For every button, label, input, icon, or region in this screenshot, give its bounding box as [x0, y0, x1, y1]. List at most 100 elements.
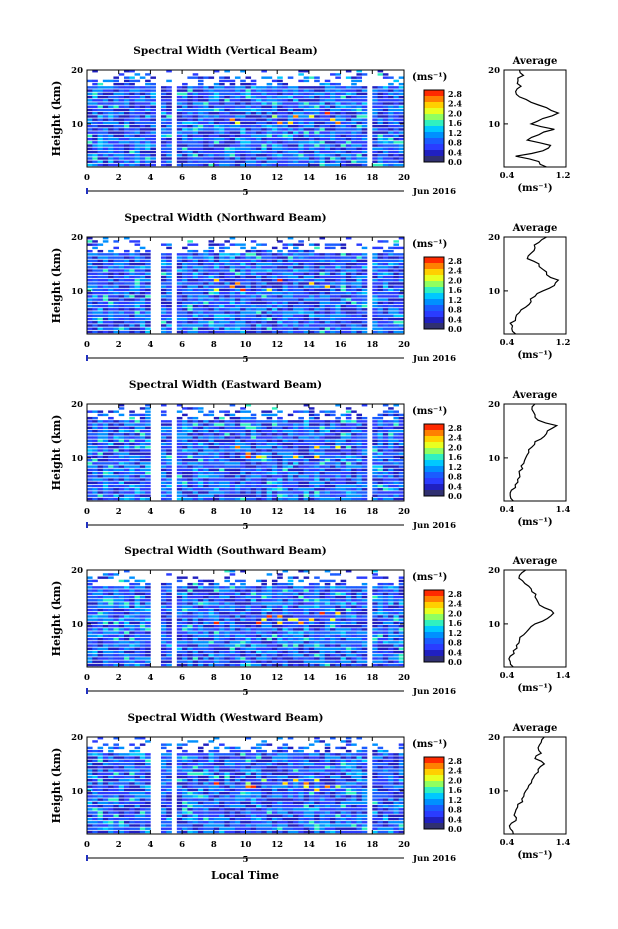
heatmap-cell: [271, 465, 278, 468]
heatmap-cells: [87, 570, 405, 667]
heatmap-cell: [118, 112, 125, 115]
heatmap-cell: [197, 121, 204, 125]
heatmap-cell: [345, 654, 352, 657]
heatmap-cell: [182, 663, 188, 667]
heatmap-cell: [340, 458, 347, 462]
heatmap-cell: [219, 491, 225, 494]
heatmap-cell: [192, 497, 199, 501]
heatmap-cell: [351, 423, 357, 426]
heatmap-cell: [261, 654, 267, 657]
heatmap-cell: [271, 468, 278, 472]
heatmap-cell: [219, 478, 225, 481]
heatmap-cell: [335, 426, 341, 430]
heatmap-cell: [361, 327, 368, 330]
heatmap-cell: [229, 468, 236, 472]
heatmap-cell: [176, 262, 183, 266]
heatmap-cell: [382, 285, 389, 288]
average-x-tick-label: 1.2: [556, 338, 571, 348]
day-label: 5: [243, 188, 249, 198]
heatmap-cell: [345, 118, 352, 121]
heatmap-cell: [398, 462, 405, 465]
heatmap-cell: [377, 279, 384, 282]
heatmap-cell: [139, 458, 146, 462]
heatmap-cell: [277, 663, 283, 667]
heatmap-cell: [340, 256, 347, 259]
heatmap-cell: [176, 436, 183, 439]
heatmap-cell: [187, 259, 193, 263]
heatmap-cell: [192, 141, 199, 144]
heatmap-cell: [160, 92, 167, 96]
heatmap-cell: [197, 79, 204, 83]
heatmap-cell: [108, 249, 114, 253]
heatmap-cell: [87, 317, 93, 321]
heatmap-cell: [123, 484, 130, 488]
heatmap-cell: [377, 86, 384, 89]
heatmap-cell: [118, 484, 125, 488]
heatmap-cell: [314, 471, 320, 475]
heatmap-cell: [245, 327, 252, 330]
heatmap-cell: [393, 291, 400, 295]
heatmap-cell: [324, 494, 331, 497]
heatmap-cell: [197, 86, 204, 89]
heatmap-cell: [266, 108, 273, 112]
heatmap-cell: [256, 657, 262, 660]
heatmap-cell: [372, 144, 378, 147]
heatmap-cell: [102, 79, 109, 83]
heatmap-cell: [208, 275, 215, 279]
heatmap-cell: [356, 92, 363, 96]
heatmap-cell: [145, 433, 151, 436]
heatmap-cell: [324, 288, 331, 292]
heatmap-cell: [340, 497, 347, 501]
heatmap-cell: [398, 423, 405, 426]
heatmap-cell: [97, 657, 104, 660]
heatmap-cell: [314, 321, 320, 324]
heatmap-cell: [145, 92, 151, 96]
heatmap-cell: [319, 654, 326, 657]
heatmap-cell: [87, 468, 93, 472]
heatmap-cell: [139, 131, 146, 134]
heatmap-cell: [234, 660, 241, 663]
heatmap-cell: [361, 128, 368, 131]
heatmap-cell: [160, 121, 167, 125]
heatmap-cell: [182, 99, 188, 102]
heatmap-cell: [229, 118, 236, 121]
heatmap-cell: [314, 95, 320, 99]
heatmap-cell: [192, 118, 199, 121]
heatmap-cell: [330, 452, 336, 455]
heatmap-cell: [271, 134, 278, 138]
heatmap-cell: [324, 272, 331, 275]
heatmap-cell: [134, 497, 141, 501]
heatmap-cell: [203, 95, 209, 99]
heatmap-cell: [303, 446, 310, 449]
heatmap-cell: [92, 141, 98, 144]
heatmap-cell: [250, 330, 257, 334]
heatmap-cell: [129, 150, 135, 154]
heatmap-cell: [187, 298, 193, 301]
heatmap-cell: [92, 657, 98, 660]
heatmap-cell: [203, 458, 209, 462]
heatmap-cell: [340, 95, 347, 99]
heatmap-cell: [213, 654, 220, 657]
heatmap-cell: [356, 95, 363, 99]
heatmap-cell: [324, 92, 331, 96]
heatmap-cell: [298, 124, 304, 128]
heatmap-cell: [335, 144, 341, 147]
heatmap-cell: [208, 308, 215, 311]
heatmap-cell: [160, 259, 167, 263]
heatmap-cell: [87, 327, 93, 330]
heatmap-cell: [271, 455, 278, 459]
heatmap-cell: [192, 95, 199, 99]
heatmap-cell: [256, 452, 262, 455]
colorbar-swatch: [424, 90, 444, 97]
heatmap-cell: [229, 442, 236, 446]
heatmap-cell: [87, 475, 93, 478]
heatmap-cell: [388, 478, 394, 481]
colorbar-swatch: [424, 287, 444, 294]
heatmap-cell: [87, 446, 93, 449]
heatmap-cell: [308, 407, 315, 410]
heatmap-cell: [282, 301, 289, 305]
heatmap-cell: [351, 147, 357, 151]
heatmap-cell: [240, 105, 246, 108]
heatmap-cell: [256, 311, 262, 314]
heatmap-cell: [192, 442, 199, 446]
